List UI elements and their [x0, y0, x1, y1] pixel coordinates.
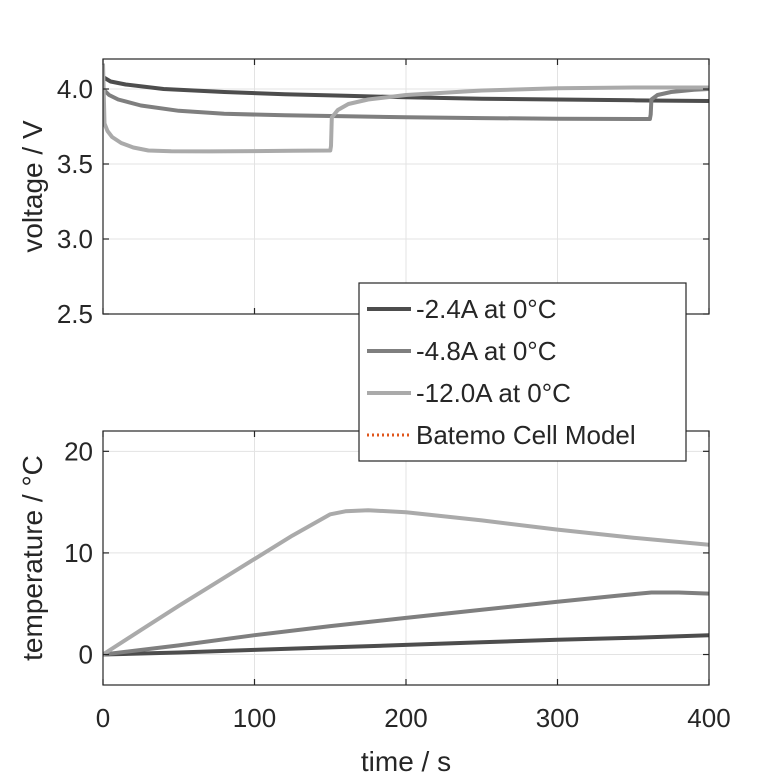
- temperature-y-tick-label-20: 20: [64, 436, 93, 466]
- voltage-y-axis-label: voltage / V: [17, 120, 48, 253]
- legend: -2.4A at 0°C -4.8A at 0°C -12.0A at 0°C Bat…: [358, 282, 687, 462]
- temperature-x-axis-label: time / s: [361, 746, 451, 777]
- legend-box: [358, 282, 687, 462]
- temperature-y-axis-label: temperature / °C: [17, 455, 48, 661]
- voltage-y-tick-label-3-5: 3.5: [57, 149, 93, 179]
- temperature-panel: 0 100 200 300 400 0 10 20 temperature / °C time /…: [17, 430, 731, 777]
- temperature-series-line-12-0a-at-0-c: [103, 508, 709, 657]
- temperature-x-tick-label-200: 200: [384, 703, 427, 733]
- voltage-series-line-2-4a-at-0-c: [103, 75, 709, 103]
- voltage-y-tick-label-3-0: 3.0: [57, 224, 93, 254]
- temperature-x-tick-label-400: 400: [687, 703, 730, 733]
- temperature-x-tick-label-0: 0: [96, 703, 110, 733]
- legend-label-batemo-cell-model: Batemo Cell Model: [416, 420, 636, 450]
- legend-label-12-0a-at-0-c: -12.0A at 0°C: [416, 378, 571, 408]
- voltage-series-line-4-8a-at-0-c: [103, 87, 709, 121]
- voltage-y-tick-label-2-5: 2.5: [57, 299, 93, 329]
- temperature-y-tick-label-0: 0: [79, 640, 93, 670]
- temperature-x-tick-label-100: 100: [233, 703, 276, 733]
- temperature-series-line-2-4a-at-0-c: [103, 633, 709, 657]
- temperature-x-tick-label-300: 300: [536, 703, 579, 733]
- legend-label-4-8a-at-0-c: -4.8A at 0°C: [416, 336, 556, 366]
- voltage-y-tick-label-4-0: 4.0: [57, 74, 93, 104]
- temperature-y-tick-label-10: 10: [64, 538, 93, 568]
- voltage-series-line-12-0a-at-0-c: [103, 63, 709, 154]
- voltage-panel: 2.5 3.0 3.5 4.0 voltage / V: [17, 58, 710, 329]
- temperature-series-line-4-8a-at-0-c: [103, 590, 709, 657]
- legend-label-2-4a-at-0-c: -2.4A at 0°C: [416, 294, 556, 324]
